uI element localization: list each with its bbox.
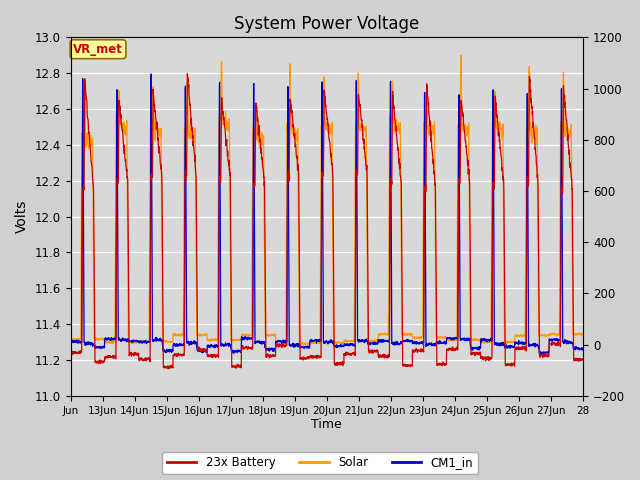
Legend: 23x Battery, Solar, CM1_in: 23x Battery, Solar, CM1_in	[162, 452, 478, 474]
X-axis label: Time: Time	[312, 419, 342, 432]
Title: System Power Voltage: System Power Voltage	[234, 15, 419, 33]
Y-axis label: Volts: Volts	[15, 200, 29, 233]
Text: VR_met: VR_met	[73, 43, 123, 56]
